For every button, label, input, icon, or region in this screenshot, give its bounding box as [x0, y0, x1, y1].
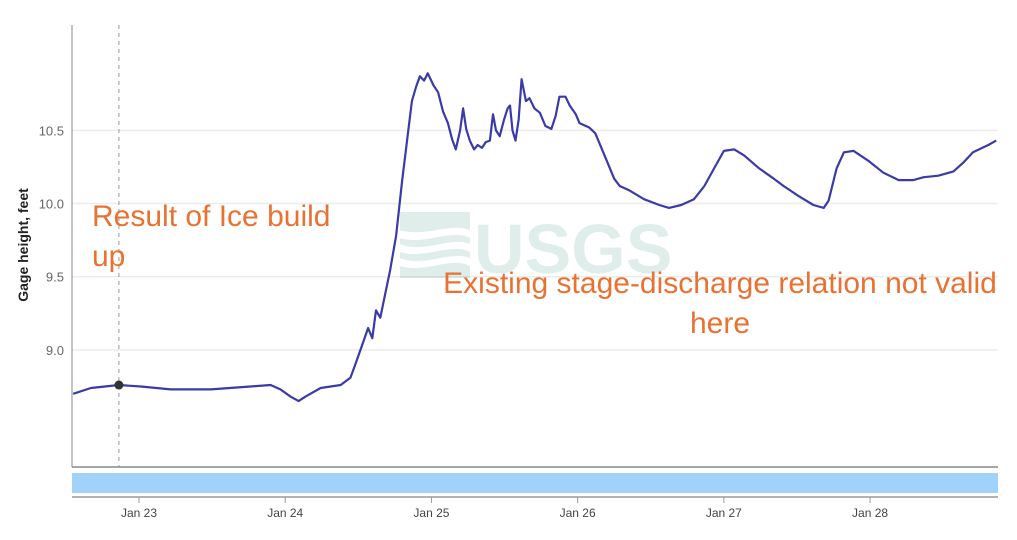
navigator-bar[interactable] — [72, 473, 998, 493]
x-tick-label: Jan 27 — [706, 506, 742, 520]
x-tick-label: Jan 26 — [560, 506, 596, 520]
y-tick-label: 9.5 — [46, 270, 64, 285]
y-tick-label: 9.0 — [46, 343, 64, 358]
x-tick-labels: Jan 23 Jan 24 Jan 25 Jan 26 Jan 27 Jan 28 — [121, 497, 888, 520]
annotation-stage-discharge: Existing stage-discharge relation not va… — [443, 267, 997, 340]
y-tick-label: 10.5 — [39, 123, 64, 138]
grid-lines — [72, 129, 998, 351]
cursor-point — [114, 380, 124, 390]
y-tick-label: 10.0 — [39, 197, 64, 212]
usgs-watermark: USGS — [400, 210, 672, 288]
x-tick-label: Jan 28 — [852, 506, 888, 520]
annotation-ice-build-up: Result of Ice build up — [92, 200, 331, 273]
watermark-text: USGS — [474, 210, 672, 288]
y-axis-label: Gage height, feet — [15, 188, 31, 302]
x-tick-label: Jan 23 — [121, 506, 157, 520]
x-tick-label: Jan 24 — [267, 506, 303, 520]
y-tick-labels: 9.0 9.5 10.0 10.5 — [39, 123, 64, 358]
x-tick-label: Jan 25 — [413, 506, 449, 520]
gage-height-line — [72, 72, 997, 403]
